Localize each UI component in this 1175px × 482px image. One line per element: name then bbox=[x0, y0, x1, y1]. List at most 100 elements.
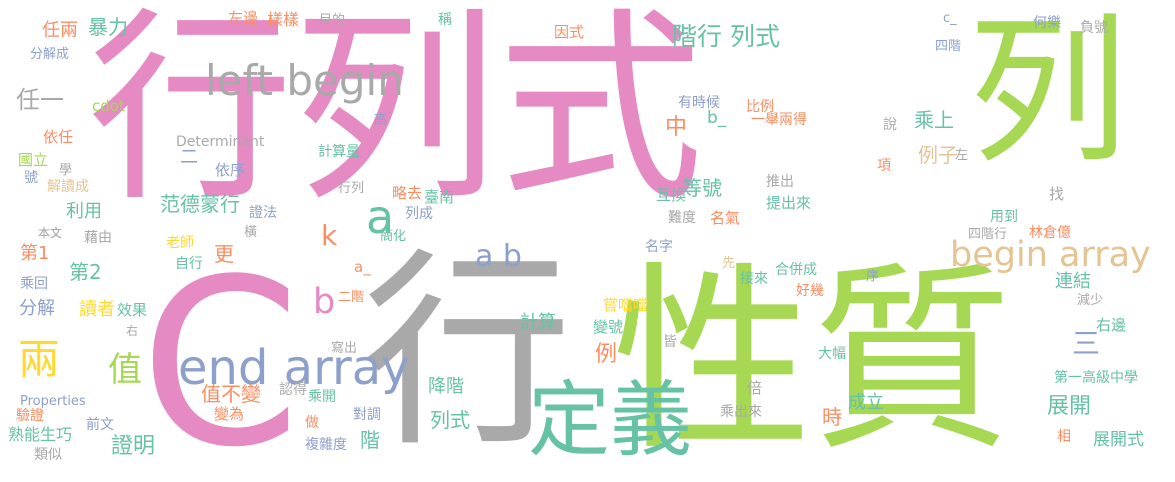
cloud-word: begin array bbox=[950, 235, 1151, 275]
cloud-word: 本文 bbox=[38, 226, 63, 240]
cloud-word: 分解 bbox=[19, 298, 55, 319]
cloud-word: 變號 bbox=[593, 318, 624, 336]
cloud-word: 一舉兩得 bbox=[751, 112, 807, 128]
cloud-word: 時 bbox=[822, 405, 842, 429]
cloud-word: 計算 bbox=[520, 312, 556, 333]
cloud-word: c_ bbox=[943, 11, 957, 26]
cloud-word: 二階 bbox=[338, 290, 365, 305]
cloud-word: 皆 bbox=[663, 334, 677, 350]
cloud-word: 目的 bbox=[319, 13, 346, 28]
cloud-word: 值 bbox=[108, 350, 142, 390]
cloud-word: 效果 bbox=[117, 301, 148, 319]
cloud-word: 解讀成 bbox=[47, 179, 89, 195]
cloud-word: left begin bbox=[205, 56, 404, 105]
cloud-word: 學 bbox=[59, 163, 73, 178]
cloud-word: 列成 bbox=[405, 206, 433, 222]
cloud-word: end array bbox=[178, 340, 410, 396]
cloud-word: 橫 bbox=[244, 225, 258, 240]
cloud-word: 樣樣 bbox=[267, 10, 300, 29]
cloud-word: 變為 bbox=[214, 405, 245, 423]
cloud-word: k bbox=[321, 219, 338, 252]
cloud-word: 提出來 bbox=[766, 194, 812, 212]
cloud-word: 序 bbox=[866, 269, 880, 284]
cloud-word: 比例 bbox=[746, 99, 774, 115]
cloud-word: 嘗噹噹 bbox=[603, 296, 649, 314]
cloud-word: 何樂 bbox=[1033, 15, 1061, 31]
cloud-word: 老師 bbox=[166, 235, 194, 251]
cloud-word: 暴力 bbox=[88, 15, 128, 39]
cloud-word: 寫出 bbox=[331, 341, 358, 356]
cloud-word: 例子 bbox=[918, 143, 958, 167]
cloud-word: 分解成 bbox=[30, 47, 70, 62]
cloud-word: 難度 bbox=[668, 210, 696, 226]
cloud-word: 行列式 bbox=[88, 0, 703, 229]
cloud-word: 依任 bbox=[43, 128, 74, 146]
cloud-word: 右 bbox=[126, 324, 139, 338]
cloud-word: 行 bbox=[362, 230, 573, 475]
cloud-word: 國立 bbox=[18, 151, 49, 169]
cloud-word: 名字 bbox=[645, 239, 673, 255]
cloud-word: 認得 bbox=[279, 382, 307, 398]
cloud-word: 四階 bbox=[935, 39, 962, 54]
cloud-word: 展開式 bbox=[1093, 430, 1144, 450]
cloud-word: 前文 bbox=[86, 417, 114, 433]
cloud-word: a bbox=[366, 190, 395, 244]
cloud-word: 做 bbox=[305, 415, 319, 431]
cloud-word: 等號 bbox=[682, 176, 722, 200]
cloud-word: 驗證 bbox=[16, 408, 44, 424]
cloud-word: 依序 bbox=[215, 161, 246, 179]
cloud-word: 左邊 bbox=[228, 9, 259, 27]
cloud-word: 乘開 bbox=[308, 389, 336, 405]
cloud-word: 有時候 bbox=[678, 95, 720, 111]
cloud-word: cdot bbox=[92, 97, 125, 115]
cloud-word: 第2 bbox=[69, 260, 102, 284]
cloud-word: 項 bbox=[877, 158, 891, 174]
cloud-word: 推出 bbox=[766, 174, 794, 190]
cloud-word: 兩 bbox=[18, 335, 61, 384]
cloud-word: b_ bbox=[707, 108, 727, 128]
cloud-word: 熟能生巧 bbox=[8, 425, 73, 444]
cloud-word: 四階行 bbox=[968, 227, 1008, 242]
cloud-word: 號 bbox=[24, 170, 38, 186]
cloud-word: 中 bbox=[665, 115, 688, 140]
cloud-word: b bbox=[313, 282, 336, 322]
cloud-word: 例 bbox=[595, 342, 618, 367]
cloud-word: 林倉億 bbox=[1029, 225, 1071, 241]
cloud-word: 接來 bbox=[740, 271, 768, 287]
cloud-word: 利用 bbox=[66, 201, 102, 222]
cloud-word: 第1 bbox=[20, 243, 50, 264]
cloud-word: 負號 bbox=[1080, 20, 1108, 36]
cloud-word: 證法 bbox=[249, 205, 277, 221]
cloud-word: 更 bbox=[214, 242, 234, 266]
cloud-word: 好幾 bbox=[796, 283, 824, 299]
cloud-word: 第一高級中學 bbox=[1054, 370, 1138, 386]
cloud-word: 複雜度 bbox=[305, 437, 347, 453]
cloud-word: 本文 bbox=[38, 226, 63, 240]
cloud-word: 找 bbox=[1049, 185, 1065, 203]
cloud-word: 因式 bbox=[554, 23, 585, 41]
cloud-word: 任一 bbox=[16, 86, 64, 114]
cloud-word: 右邊 bbox=[1096, 316, 1127, 334]
cloud-word: 乘出來 bbox=[720, 404, 762, 420]
cloud-word: 高 bbox=[374, 113, 388, 128]
cloud-word: 列式 bbox=[430, 408, 470, 432]
cloud-word: 倍 bbox=[747, 379, 763, 397]
cloud-word: C bbox=[140, 231, 301, 482]
cloud-word: 用到 bbox=[990, 209, 1018, 225]
cloud-word: 計算量 bbox=[318, 144, 360, 160]
cloud-word: 簡化 bbox=[380, 229, 407, 244]
cloud-word: 三 bbox=[1072, 327, 1101, 360]
cloud-word: 范德蒙行 bbox=[160, 192, 240, 216]
cloud-word: 互換 bbox=[656, 186, 687, 204]
cloud-word: 任兩 bbox=[42, 20, 78, 41]
cloud-word: 連結 bbox=[1055, 271, 1091, 292]
cloud-word: 乘回 bbox=[20, 276, 48, 292]
cloud-word: 相 bbox=[1057, 429, 1071, 445]
cloud-word: 名氣 bbox=[710, 209, 741, 227]
cloud-word: 左 bbox=[955, 148, 969, 163]
cloud-word: 稱 bbox=[438, 12, 452, 28]
cloud-word: 先 bbox=[722, 256, 736, 271]
cloud-word: 對調 bbox=[353, 407, 381, 423]
cloud-word: 自行 bbox=[175, 256, 203, 272]
